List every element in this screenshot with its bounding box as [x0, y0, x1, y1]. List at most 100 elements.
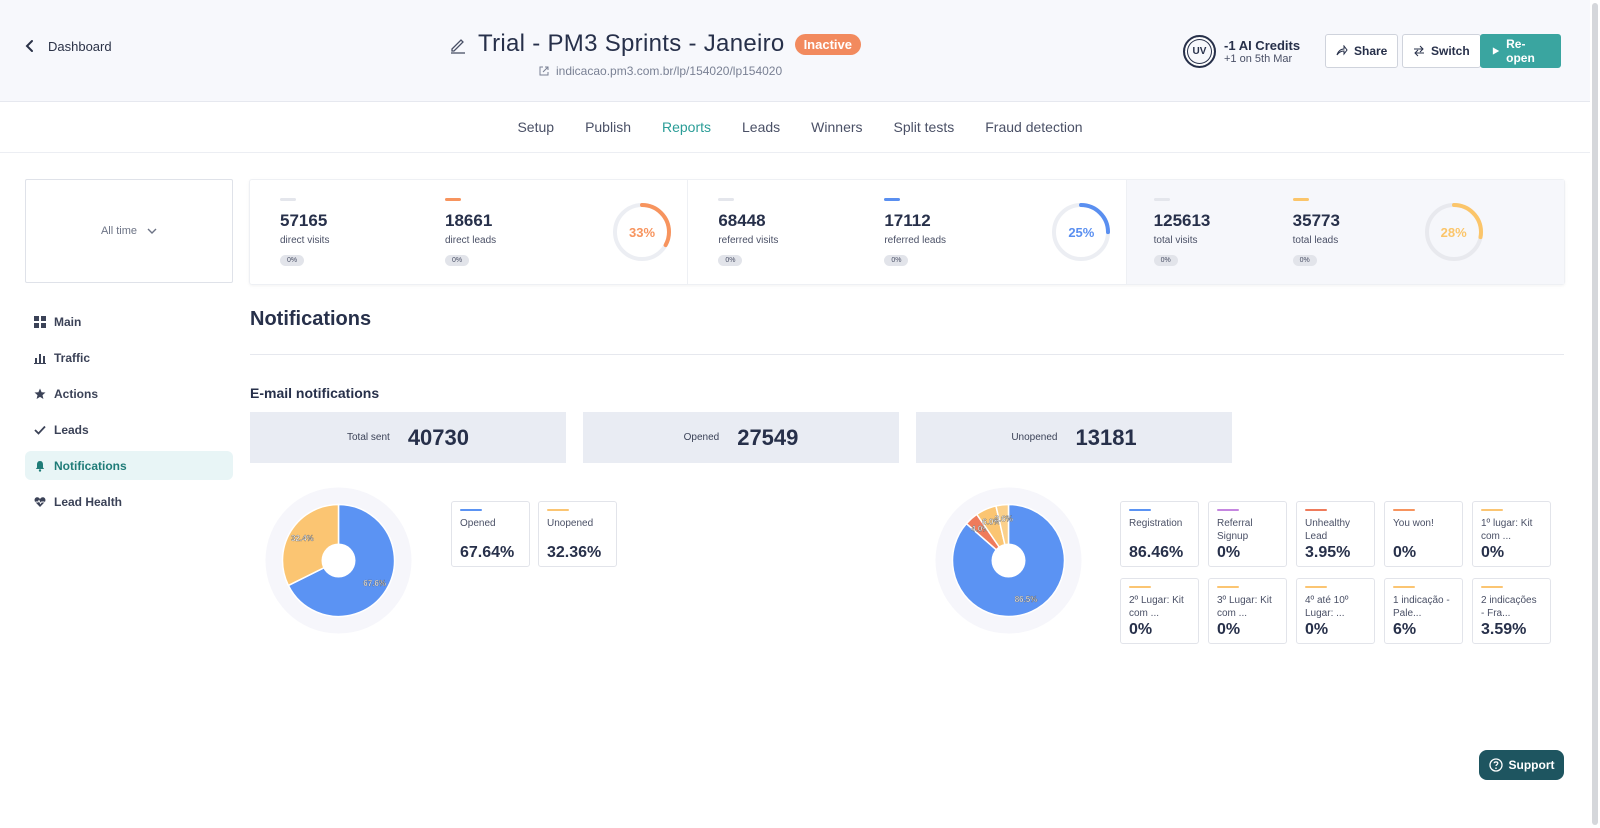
tab-leads[interactable]: Leads	[742, 119, 781, 135]
pie-slice-label: 32.4%	[291, 534, 314, 543]
star-icon	[34, 388, 46, 399]
tab-fraud-detection[interactable]: Fraud detection	[985, 119, 1083, 135]
legend-card-opened: Opened 67.64%	[451, 501, 530, 567]
legend-color	[1217, 509, 1239, 511]
referred-visits-metric: 68448 referred visits 0%	[718, 198, 778, 267]
legend-card-1st-place: 1º lugar: Kit com ... 0%	[1472, 501, 1551, 567]
switch-button[interactable]: Switch	[1402, 34, 1481, 68]
support-button[interactable]: Support	[1479, 750, 1564, 780]
sidebar-item-label: Traffic	[54, 350, 91, 365]
metric-color-bar	[718, 198, 735, 201]
sidebar-item-label: Main	[54, 314, 82, 329]
direct-visits-metric: 57165 direct visits 0%	[280, 198, 329, 267]
gauge-arc	[1424, 203, 1483, 261]
tab-setup[interactable]: Setup	[517, 119, 555, 135]
sidebar-item-lead-health[interactable]: Lead Health	[25, 487, 233, 516]
legend-value: 3.95%	[1305, 544, 1351, 561]
metric-label: referred visits	[718, 235, 779, 246]
tab-publish[interactable]: Publish	[585, 119, 631, 135]
campaign-url[interactable]: indicacao.pm3.com.br/lp/154020/lp154020	[538, 64, 782, 78]
metric-value: 35773	[1292, 211, 1340, 230]
metric-change: 0%	[280, 255, 305, 266]
section-title: Notifications	[250, 308, 372, 330]
report-tabs: Setup Publish Reports Leads Winners Spli…	[0, 102, 1600, 153]
chevron-left-icon	[25, 40, 33, 52]
time-filter[interactable]: All time	[25, 179, 233, 283]
scrollbar[interactable]	[1590, 0, 1600, 828]
legend-color	[1393, 586, 1415, 588]
time-filter-label: All time	[100, 225, 138, 237]
legend-name: You won!	[1393, 518, 1434, 529]
metric-label: referred leads	[884, 235, 947, 246]
metric-color-bar	[884, 198, 901, 201]
legend-card-4th-10th-place: 4º até 10º Lugar: ... 0%	[1296, 578, 1375, 644]
legend-color	[1129, 509, 1151, 511]
pie-slice-label: 4.0%	[971, 525, 989, 534]
direct-stats: 57165 direct visits 0% 18661 direct lead…	[250, 180, 689, 284]
total-label: Total sent	[347, 432, 390, 443]
pie-center-hole	[321, 543, 356, 578]
tab-split-tests[interactable]: Split tests	[893, 119, 955, 135]
back-to-dashboard[interactable]: Dashboard	[22, 38, 112, 54]
legend-color	[1481, 586, 1503, 588]
sidebar-item-actions[interactable]: Actions	[25, 379, 233, 408]
sidebar-item-traffic[interactable]: Traffic	[25, 343, 233, 372]
status-badge: Inactive	[794, 33, 861, 55]
total-value: 13181	[1075, 424, 1137, 450]
metric-label: total leads	[1292, 235, 1339, 246]
email-section-title: E-mail notifications	[250, 385, 380, 401]
legend-color	[1217, 586, 1239, 588]
legend-value: 0%	[1481, 544, 1505, 561]
referred-stats: 68448 referred visits 0% 17112 referred …	[688, 180, 1127, 284]
tab-reports[interactable]: Reports	[661, 119, 712, 135]
avatar[interactable]: UV	[1183, 35, 1216, 68]
sidebar-item-notifications[interactable]: Notifications	[25, 451, 233, 480]
reopen-label: Re-open	[1506, 37, 1535, 65]
legend-name: Referral Signup	[1217, 518, 1253, 542]
gauge-arc	[1052, 203, 1111, 261]
legend-name: Unhealthy Lead	[1305, 518, 1351, 542]
sidebar-item-label: Lead Health	[54, 494, 123, 509]
back-label: Dashboard	[48, 38, 112, 54]
sidebar-item-leads[interactable]: Leads	[25, 415, 233, 444]
swap-icon	[1414, 45, 1424, 57]
metric-color-bar	[445, 198, 461, 201]
scrollbar-thumb[interactable]	[1592, 3, 1598, 825]
legend-name: 1 indicação - Pale...	[1393, 595, 1450, 619]
legend-value: 0%	[1129, 621, 1153, 638]
share-button[interactable]: Share	[1325, 34, 1399, 68]
legend-value: 0%	[1217, 621, 1241, 638]
legend-name: Registration	[1129, 518, 1183, 529]
legend-card-unopened: Unopened 32.36%	[538, 501, 617, 567]
metric-change: 0%	[884, 255, 909, 266]
total-value: 27549	[737, 424, 799, 450]
referred-rate-value: 25%	[1068, 224, 1095, 240]
sidebar-item-label: Leads	[54, 422, 89, 437]
metric-value: 57165	[280, 211, 328, 230]
grid-icon	[34, 315, 46, 328]
pie-slice-label: 67.6%	[363, 579, 386, 588]
legend-card-you-won: You won! 0%	[1384, 501, 1463, 567]
edit-icon[interactable]	[448, 34, 468, 54]
legend-color	[547, 509, 569, 511]
sidebar: Main Traffic Actions Leads Notifications…	[25, 307, 233, 523]
legend-name: 2 indicações - Fra...	[1481, 595, 1537, 619]
tab-winners[interactable]: Winners	[811, 119, 863, 135]
direct-leads-metric: 18661 direct leads 0%	[445, 198, 496, 267]
external-link-icon	[539, 66, 549, 76]
reopen-button[interactable]: Re-open	[1480, 34, 1561, 68]
metric-value: 125613	[1153, 211, 1211, 230]
metric-value: 18661	[445, 211, 493, 230]
total-label: Opened	[683, 432, 720, 443]
credits-title: -1 AI Credits	[1224, 38, 1301, 53]
legend-card-3rd-place: 3º Lugar: Kit com ... 0%	[1208, 578, 1287, 644]
opened-pie-chart: 67.6% 32.4%	[265, 487, 412, 634]
credits-subtitle: +1 on 5th Mar	[1224, 53, 1293, 65]
total-rate-value: 28%	[1440, 224, 1467, 240]
sidebar-item-main[interactable]: Main	[25, 307, 233, 336]
legend-color	[1305, 586, 1327, 588]
heart-pulse-icon	[34, 496, 46, 507]
divider	[250, 354, 1564, 355]
notification-type-pie-chart: 86.5% 4.0%6.0%3.6%	[935, 487, 1082, 634]
direct-rate-value: 33%	[628, 224, 656, 240]
